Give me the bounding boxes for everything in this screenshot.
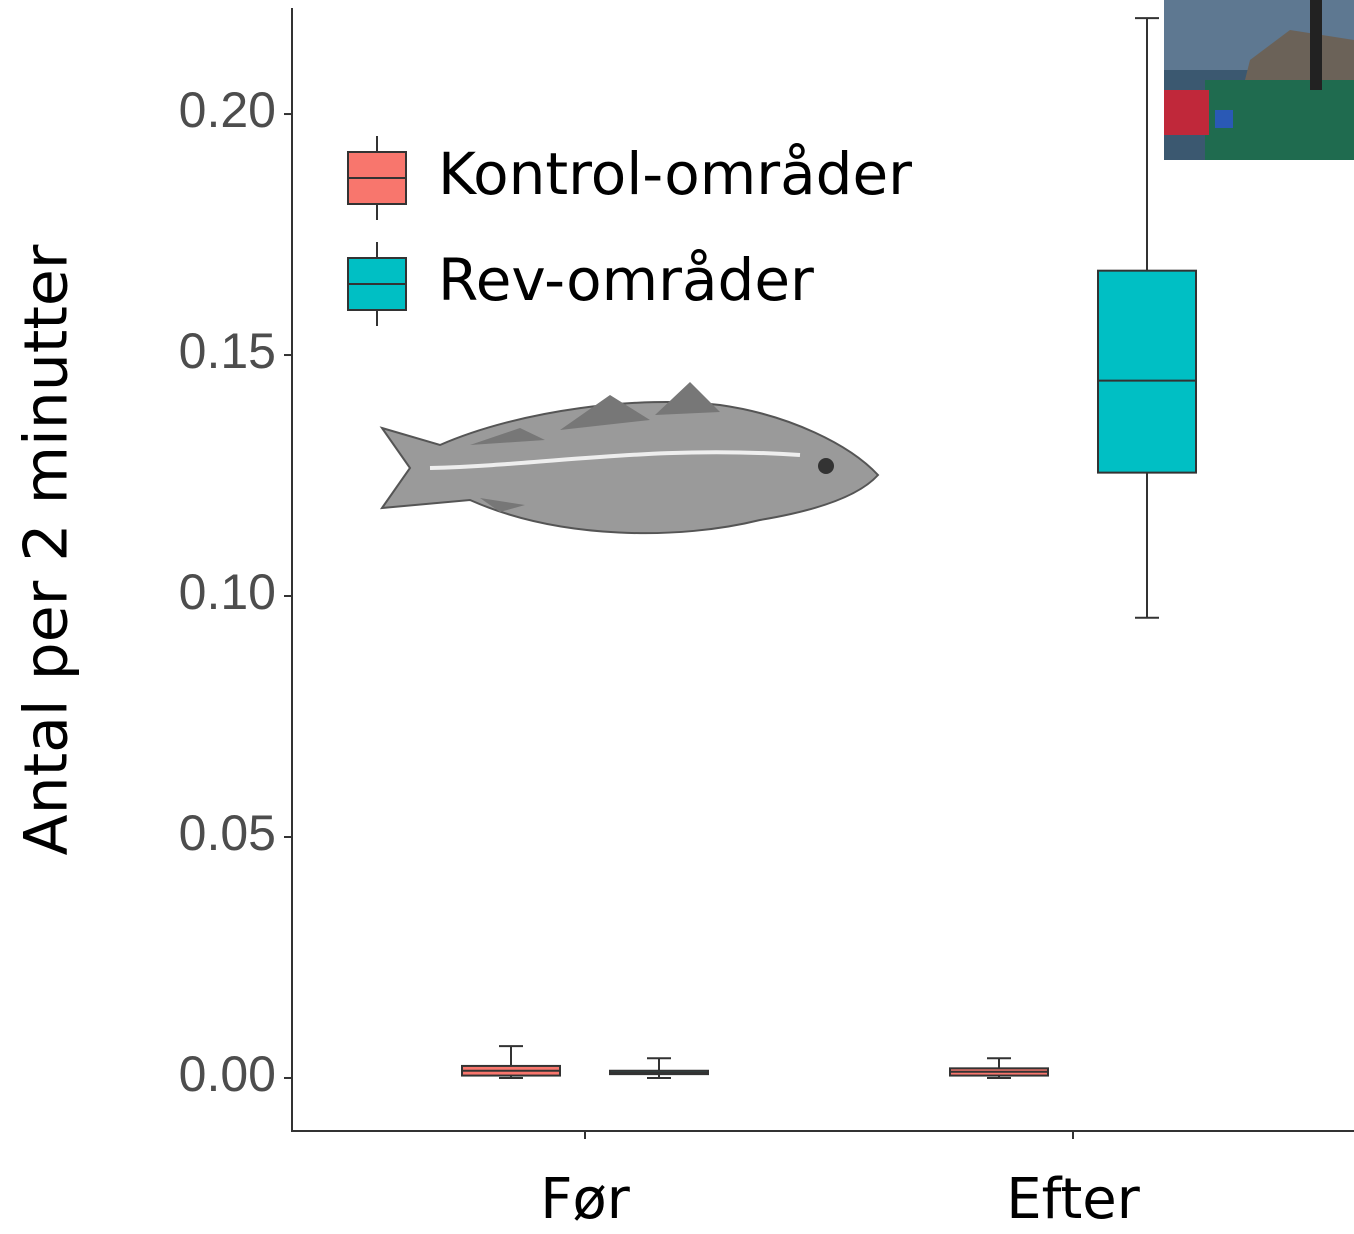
- y-axis-title: Antal per 2 minutter: [12, 244, 82, 855]
- y-tick-label: 0.10: [179, 564, 276, 620]
- y-tick-label: 0.00: [179, 1046, 276, 1102]
- legend-label: Kontrol-områder: [438, 140, 912, 208]
- y-tick-label: 0.20: [179, 82, 276, 138]
- fish-illustration: [379, 382, 880, 535]
- box: [1097, 269, 1197, 474]
- legend-label: Rev-områder: [438, 246, 814, 314]
- boat-photo: [1164, 0, 1354, 160]
- x-tick-label: Før: [540, 1167, 630, 1232]
- y-tick-label: 0.15: [179, 323, 276, 379]
- x-tick-label: Efter: [1006, 1167, 1141, 1232]
- y-tick-label: 0.05: [179, 805, 276, 861]
